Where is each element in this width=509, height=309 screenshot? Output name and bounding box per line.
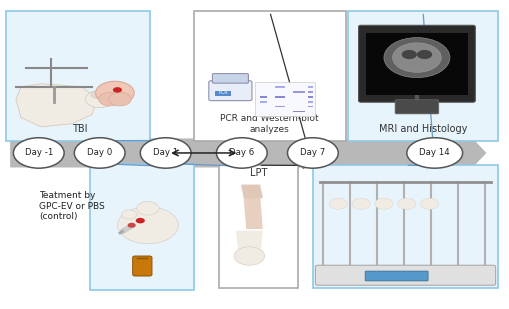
FancyBboxPatch shape [308,111,313,112]
Circle shape [86,91,114,108]
FancyBboxPatch shape [212,74,248,83]
FancyBboxPatch shape [293,86,305,88]
FancyBboxPatch shape [90,164,193,290]
Text: Day 0: Day 0 [87,148,112,158]
FancyBboxPatch shape [366,33,468,95]
FancyBboxPatch shape [275,96,285,98]
FancyBboxPatch shape [308,101,313,103]
Circle shape [352,198,370,209]
FancyBboxPatch shape [254,82,316,116]
Circle shape [402,50,417,59]
Ellipse shape [288,138,338,168]
Ellipse shape [140,138,191,168]
Polygon shape [16,84,97,127]
Circle shape [91,91,103,98]
FancyBboxPatch shape [316,265,496,285]
Text: Day -1: Day -1 [24,148,53,158]
Circle shape [392,43,441,72]
FancyBboxPatch shape [6,11,151,141]
Text: TBI: TBI [72,124,87,133]
Text: MRI and Histology: MRI and Histology [379,124,468,133]
FancyBboxPatch shape [215,91,231,96]
FancyBboxPatch shape [209,81,252,101]
Ellipse shape [74,138,125,168]
Ellipse shape [216,138,267,168]
Circle shape [384,38,450,78]
Text: PCR and Western-blot
analyzes: PCR and Western-blot analyzes [220,114,319,133]
FancyBboxPatch shape [293,111,305,112]
FancyBboxPatch shape [293,91,305,93]
Polygon shape [244,197,262,228]
FancyBboxPatch shape [260,106,267,108]
FancyBboxPatch shape [395,100,439,114]
Polygon shape [242,185,262,197]
FancyBboxPatch shape [260,96,267,98]
FancyBboxPatch shape [348,11,498,141]
Text: Day 1: Day 1 [153,148,178,158]
Circle shape [122,210,137,219]
Text: LPT: LPT [250,168,267,178]
Text: Day 14: Day 14 [419,148,450,158]
FancyBboxPatch shape [293,96,305,98]
Text: Teatment by
GPC-EV or PBS
(control): Teatment by GPC-EV or PBS (control) [39,191,104,221]
Circle shape [137,201,159,215]
FancyBboxPatch shape [219,165,298,288]
Ellipse shape [407,138,463,168]
Circle shape [136,218,145,223]
Circle shape [417,50,432,59]
Circle shape [128,223,136,228]
FancyBboxPatch shape [260,111,267,112]
Circle shape [398,198,416,209]
Text: Rotarod and Cylinder
tests: Rotarod and Cylinder tests [357,266,453,285]
Circle shape [118,207,178,244]
Polygon shape [237,231,262,256]
FancyBboxPatch shape [365,271,428,281]
FancyBboxPatch shape [275,111,285,112]
Circle shape [113,87,122,93]
FancyBboxPatch shape [260,101,267,103]
Ellipse shape [13,138,64,168]
FancyBboxPatch shape [275,91,285,93]
FancyBboxPatch shape [358,25,475,102]
Circle shape [99,92,121,106]
Circle shape [420,198,439,209]
Text: Day 7: Day 7 [300,148,325,158]
FancyArrow shape [11,132,486,174]
Text: Day 6: Day 6 [229,148,254,158]
Circle shape [329,198,348,209]
FancyBboxPatch shape [313,165,498,288]
Text: PCR: PCR [218,91,228,95]
FancyBboxPatch shape [293,106,305,108]
Circle shape [96,81,134,105]
FancyBboxPatch shape [193,11,346,141]
Circle shape [109,92,131,106]
FancyBboxPatch shape [133,256,152,276]
Circle shape [375,198,393,209]
Circle shape [234,247,265,265]
